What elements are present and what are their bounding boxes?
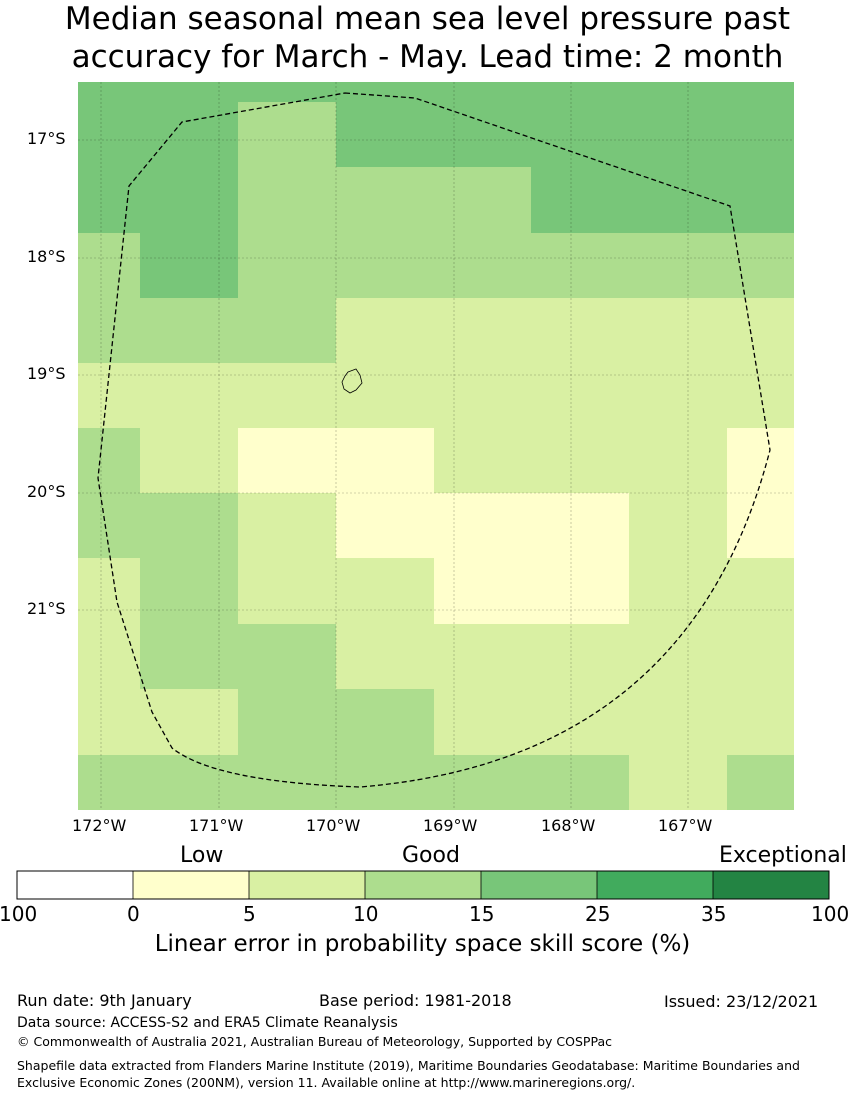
colorbar-tick: 15 [469, 902, 495, 926]
grid-cell [78, 167, 238, 233]
colorbar-tick: 25 [585, 902, 611, 926]
eez-boundary [97, 92, 771, 788]
colorbar-segment [133, 871, 249, 899]
base-period: Base period: 1981-2018 [319, 991, 512, 1010]
grid-cell [238, 428, 434, 493]
lon-label: 169°W [423, 816, 478, 835]
grid-cell [140, 233, 238, 298]
grid-cell [78, 82, 794, 102]
colorbar-segment [713, 871, 829, 899]
grid-cell [78, 298, 336, 363]
colorbar-segment [481, 871, 597, 899]
category-good: Good [402, 843, 460, 868]
category-exceptional: Exceptional [719, 843, 847, 868]
colorbar-tick: 10 [353, 902, 379, 926]
category-low: Low [180, 843, 224, 868]
grid-cell [140, 624, 336, 689]
grid-cell [727, 755, 794, 810]
title-line-1: Median seasonal mean sea level pressure … [64, 1, 791, 37]
colorbar-segment [17, 871, 133, 899]
colorbar-segment [249, 871, 365, 899]
island-outline [341, 368, 363, 394]
lon-label: 171°W [189, 816, 244, 835]
run-date: Run date: 9th January [17, 991, 192, 1010]
colorbar-tick: 100 [811, 902, 850, 926]
grid-cell [727, 493, 794, 558]
lat-label: 18°S [27, 247, 66, 266]
graticule [78, 82, 794, 810]
lon-label: 170°W [306, 816, 361, 835]
colorbar-tick: 0 [127, 902, 140, 926]
colorbar-segment [597, 871, 713, 899]
lat-label: 17°S [27, 129, 66, 148]
colorbar-label: Linear error in probability space skill … [154, 931, 691, 957]
grid-cell [140, 558, 238, 624]
grid-cell [336, 102, 794, 167]
grid-cell [531, 167, 794, 233]
grid-cell [78, 233, 140, 298]
lat-label: 19°S [27, 364, 66, 383]
colorbar-segment [365, 871, 481, 899]
copyright: © Commonwealth of Australia 2021, Austra… [17, 1034, 612, 1049]
map-title: Median seasonal mean sea level pressure … [0, 0, 855, 76]
colorbar-tick: 5 [243, 902, 256, 926]
grid-cell [78, 755, 629, 810]
lon-label: 167°W [658, 816, 713, 835]
grid-cell [434, 558, 629, 624]
lon-label: 172°W [72, 816, 127, 835]
issued-date: Issued: 23/12/2021 [664, 992, 819, 1011]
grid-cell [238, 689, 434, 755]
colorbar-tick: 100 [0, 902, 38, 926]
grid-cell [238, 167, 531, 233]
grid-cell [336, 493, 629, 558]
colorbar-tick: 35 [701, 902, 727, 926]
grid-cell [238, 102, 336, 167]
colorbar [16, 870, 830, 900]
title-line-2: accuracy for March - May. Lead time: 2 m… [71, 39, 784, 75]
lat-label: 20°S [27, 482, 66, 501]
grid-cell [78, 102, 238, 167]
grid-cell [336, 298, 794, 363]
shapefile-credit: Shapefile data extracted from Flanders M… [17, 1058, 800, 1090]
skill-grid [78, 82, 794, 810]
lat-label: 21°S [27, 599, 66, 618]
data-source: Data source: ACCESS-S2 and ERA5 Climate … [17, 1015, 398, 1031]
grid-cell [78, 428, 140, 493]
grid-cell [238, 233, 794, 298]
lon-label: 168°W [541, 816, 596, 835]
